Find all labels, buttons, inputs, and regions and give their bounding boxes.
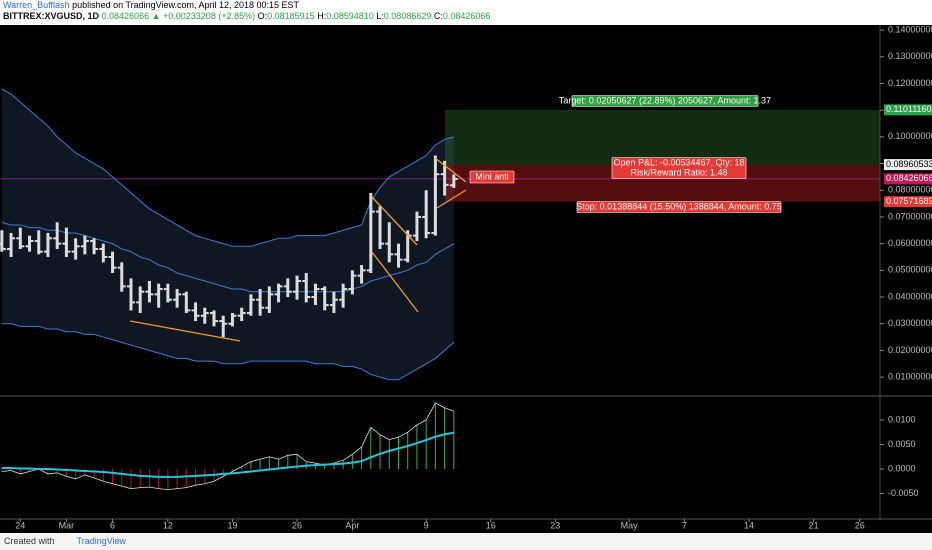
y-tick-label: 0.07000000	[888, 211, 932, 221]
stop-text-bg	[576, 201, 782, 213]
x-tick-label: Apr	[345, 520, 359, 530]
ohlc-value: 0.08086629	[383, 11, 432, 21]
y-tick-label: -0.0050	[888, 488, 919, 498]
ohlc-label: H:	[317, 11, 327, 21]
target-text: Target: 0.02050627 (22.89%) 2050627, Amo…	[559, 95, 771, 105]
change: ▲ +0.00233208 (+2.85%)	[151, 11, 256, 21]
y-tick-label: 0.04000000	[888, 291, 932, 301]
target-zone	[445, 109, 880, 165]
price-label-bg	[884, 159, 932, 171]
pnl-text-bg	[611, 157, 747, 179]
y-tick-label: 0.06000000	[888, 238, 932, 248]
x-tick-label: 12	[163, 520, 173, 530]
symbol: BITTREX:XVGUSD, 1D	[3, 11, 100, 21]
ohlc-value: 0.08426066	[442, 11, 491, 21]
annotation-bg	[469, 170, 515, 184]
x-tick-label: 16	[486, 520, 496, 530]
price-label-bg	[884, 196, 932, 208]
oscillator-line	[1, 431, 454, 478]
trendline	[434, 157, 467, 183]
ohlc-value: 0.08594810	[326, 11, 374, 21]
x-tick-label: 26	[855, 520, 865, 530]
price-label: 0.11011160	[886, 104, 932, 114]
chart: 0.01000000 0.02000000 0.03000000 0.04000000…	[0, 24, 932, 533]
y-tick-label: 0.13000000	[888, 51, 932, 61]
x-tick-label: May	[621, 520, 639, 530]
stop-text: Stop: 0.01388844 (15.50%) 1388844, Amoun…	[576, 201, 782, 211]
price-label-bg	[884, 104, 932, 116]
symbol-line: BITTREX:XVGUSD, 1D 0.08426066 ▲ +0.00233…	[3, 11, 932, 22]
annotation: Mini anti	[475, 171, 509, 181]
bollinger-band	[1, 221, 455, 293]
header: Warren_Bufflash published on TradingView…	[0, 0, 932, 25]
x-tick-label: 19	[227, 520, 237, 530]
x-tick-label: 6	[110, 520, 115, 530]
y-tick-label: 0.12000000	[888, 78, 932, 88]
author[interactable]: Warren_Bufflash	[3, 0, 70, 10]
x-tick-label: 26	[292, 520, 302, 530]
created-with: Created with	[4, 536, 55, 546]
price-label-bg	[884, 173, 932, 185]
y-tick-label: 0.01000000	[888, 371, 932, 381]
price-axis-background	[880, 25, 932, 533]
pnl-text: Risk/Reward Ratio: 1.48	[630, 167, 727, 177]
x-tick-label: 7	[682, 520, 687, 530]
x-tick-label: 9	[424, 520, 429, 530]
trendline	[129, 320, 241, 342]
ohlc-label: L:	[376, 11, 384, 21]
x-tick-label: 14	[744, 520, 754, 530]
y-tick-label: 0.02000000	[888, 345, 932, 355]
x-tick-label: Mar	[59, 520, 75, 530]
y-tick-label: 0.10000000	[888, 131, 932, 141]
y-tick-label: 0.03000000	[888, 318, 932, 328]
bollinger-band	[1, 88, 454, 247]
band-fill	[1, 88, 454, 380]
x-tick-label: 24	[15, 520, 25, 530]
y-tick-label: 0.0100	[888, 414, 916, 424]
publish-line: Warren_Bufflash published on TradingView…	[3, 0, 932, 11]
y-tick-label: 0.08000000	[888, 185, 932, 195]
y-tick-label: 0.0050	[888, 439, 916, 449]
published: published on TradingView.com, April 12, …	[72, 0, 300, 10]
price-label: 0.08426066	[886, 173, 932, 183]
pnl-text: Open P&L: -0.00534467, Qty: 18	[613, 157, 744, 167]
bollinger-band	[1, 323, 455, 381]
price-label: 0.07571689	[886, 196, 932, 206]
trendline	[371, 251, 419, 313]
footer: Created with TradingView	[0, 533, 932, 550]
x-tick-label: 23	[550, 520, 560, 530]
target-text-bg	[571, 95, 759, 107]
y-tick-label: 0.14000000	[888, 24, 932, 34]
brand-link[interactable]: TradingView	[76, 536, 127, 546]
trendlines	[129, 157, 467, 342]
last-price: 0.08426066	[101, 11, 150, 21]
ohlc-value: 0.08185915	[267, 11, 315, 21]
y-tick-label: 0.05000000	[888, 265, 932, 275]
x-tick-label: 21	[809, 520, 819, 530]
y-tick-label: 0.0000	[888, 463, 916, 473]
price-label: 0.08960533	[886, 159, 932, 169]
ohlc-label: C:	[433, 11, 443, 21]
trendline	[436, 189, 467, 209]
ohlc-label: O:	[257, 11, 268, 21]
trendline	[371, 196, 418, 246]
